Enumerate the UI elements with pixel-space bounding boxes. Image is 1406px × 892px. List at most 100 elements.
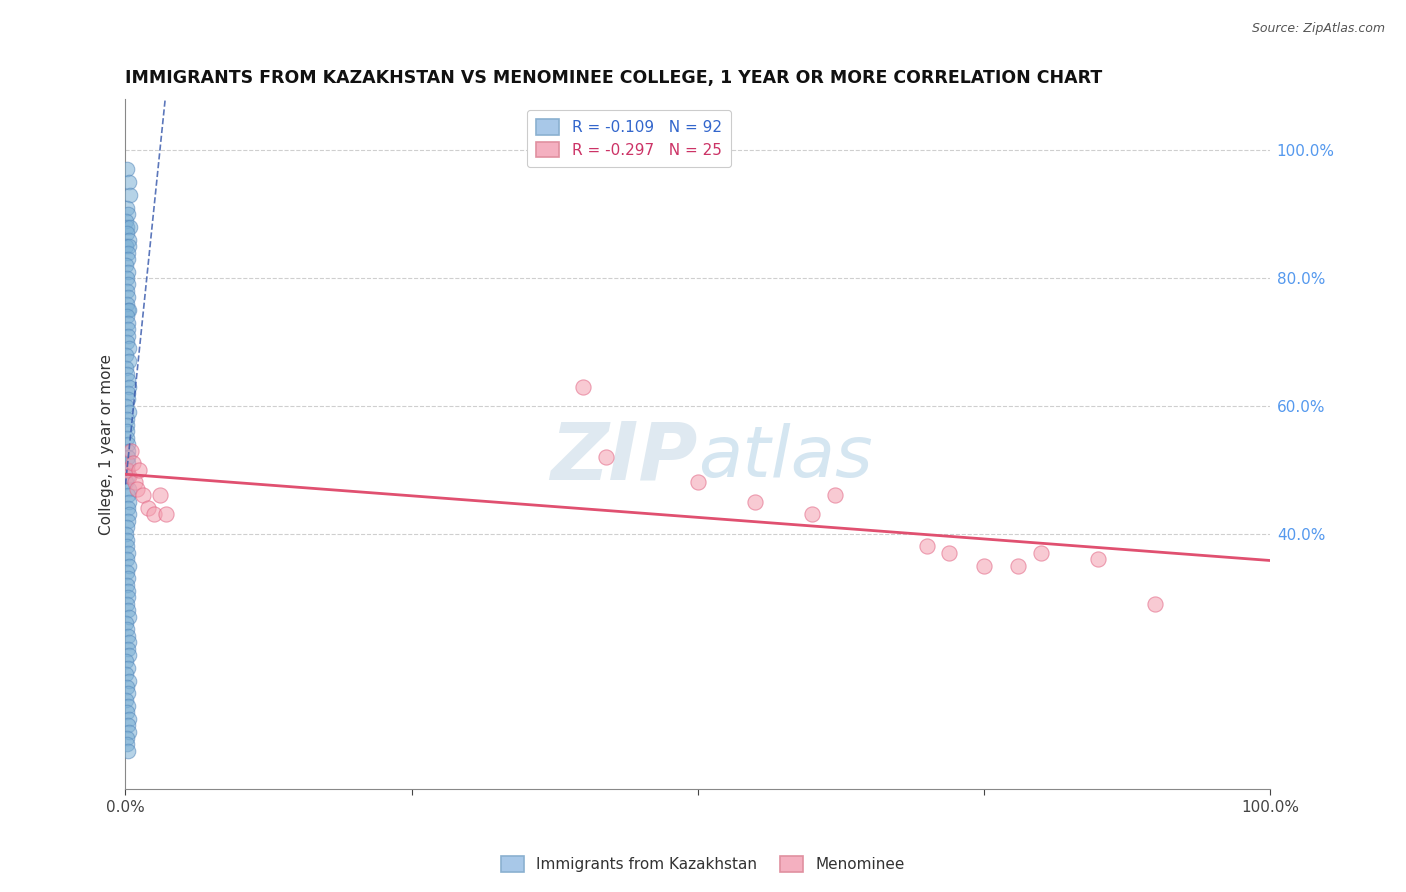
Point bbox=[155, 508, 177, 522]
Point bbox=[120, 443, 142, 458]
Point bbox=[115, 334, 138, 349]
Point bbox=[122, 456, 145, 470]
Point bbox=[973, 558, 995, 573]
Point bbox=[138, 501, 160, 516]
Point bbox=[115, 667, 138, 681]
Point bbox=[117, 469, 139, 483]
Point bbox=[115, 654, 138, 668]
Point bbox=[117, 296, 139, 310]
Point bbox=[118, 233, 141, 247]
Point bbox=[118, 558, 141, 573]
Point bbox=[117, 629, 139, 643]
Point bbox=[117, 661, 139, 675]
Point bbox=[1029, 546, 1052, 560]
Point bbox=[117, 488, 139, 502]
Point bbox=[115, 399, 138, 413]
Point bbox=[143, 508, 166, 522]
Point bbox=[118, 673, 141, 688]
Point bbox=[115, 271, 138, 285]
Point bbox=[117, 437, 139, 451]
Point bbox=[115, 310, 138, 324]
Point bbox=[117, 508, 139, 522]
Point bbox=[117, 227, 139, 241]
Point bbox=[115, 239, 138, 253]
Point bbox=[117, 591, 139, 605]
Point bbox=[115, 411, 138, 425]
Point bbox=[117, 322, 139, 336]
Point bbox=[117, 699, 139, 714]
Point bbox=[115, 284, 138, 298]
Point bbox=[117, 443, 139, 458]
Point bbox=[115, 692, 138, 706]
Point bbox=[118, 303, 141, 318]
Point bbox=[117, 597, 139, 611]
Point bbox=[115, 731, 138, 745]
Point bbox=[117, 201, 139, 215]
Point bbox=[117, 265, 139, 279]
Point bbox=[115, 463, 138, 477]
Point bbox=[117, 290, 139, 304]
Point bbox=[118, 188, 141, 202]
Point bbox=[115, 162, 138, 177]
Text: ZIP: ZIP bbox=[550, 419, 697, 497]
Point bbox=[915, 540, 938, 554]
Point bbox=[117, 533, 139, 547]
Point bbox=[117, 303, 139, 318]
Point bbox=[801, 508, 824, 522]
Point bbox=[115, 615, 138, 630]
Point bbox=[117, 342, 139, 356]
Point bbox=[117, 252, 139, 266]
Point bbox=[117, 738, 139, 752]
Point bbox=[115, 565, 138, 579]
Point bbox=[118, 724, 141, 739]
Point bbox=[124, 475, 146, 490]
Legend: R = -0.109   N = 92, R = -0.297   N = 25: R = -0.109 N = 92, R = -0.297 N = 25 bbox=[527, 111, 731, 167]
Point bbox=[117, 328, 139, 343]
Point bbox=[125, 482, 148, 496]
Point bbox=[117, 546, 139, 560]
Point bbox=[115, 552, 138, 566]
Point bbox=[117, 680, 139, 694]
Point bbox=[118, 239, 141, 253]
Point bbox=[117, 456, 139, 470]
Point bbox=[595, 450, 617, 464]
Point bbox=[115, 463, 138, 477]
Point bbox=[824, 488, 846, 502]
Point bbox=[128, 463, 150, 477]
Point bbox=[117, 571, 139, 585]
Point bbox=[117, 277, 139, 292]
Point bbox=[115, 475, 138, 490]
Point bbox=[117, 718, 139, 732]
Point bbox=[117, 386, 139, 401]
Point bbox=[117, 219, 139, 234]
Point bbox=[115, 706, 138, 720]
Point bbox=[118, 494, 141, 508]
Point bbox=[117, 450, 139, 464]
Point bbox=[117, 514, 139, 528]
Point bbox=[117, 367, 139, 381]
Point bbox=[572, 379, 595, 393]
Point bbox=[117, 245, 139, 260]
Point bbox=[117, 431, 139, 445]
Point bbox=[117, 373, 139, 387]
Text: atlas: atlas bbox=[697, 424, 872, 492]
Point bbox=[117, 316, 139, 330]
Point bbox=[118, 469, 141, 483]
Point bbox=[117, 417, 139, 432]
Point bbox=[115, 348, 138, 362]
Point bbox=[1144, 597, 1167, 611]
Point bbox=[117, 354, 139, 368]
Point bbox=[117, 744, 139, 758]
Point bbox=[115, 526, 138, 541]
Point bbox=[120, 219, 142, 234]
Point bbox=[117, 392, 139, 407]
Legend: Immigrants from Kazakhstan, Menominee: Immigrants from Kazakhstan, Menominee bbox=[494, 848, 912, 880]
Point bbox=[117, 641, 139, 656]
Point bbox=[115, 623, 138, 637]
Point bbox=[118, 405, 141, 419]
Text: Source: ZipAtlas.com: Source: ZipAtlas.com bbox=[1251, 22, 1385, 36]
Point bbox=[744, 494, 766, 508]
Point bbox=[117, 686, 139, 700]
Point bbox=[117, 501, 139, 516]
Point bbox=[115, 540, 138, 554]
